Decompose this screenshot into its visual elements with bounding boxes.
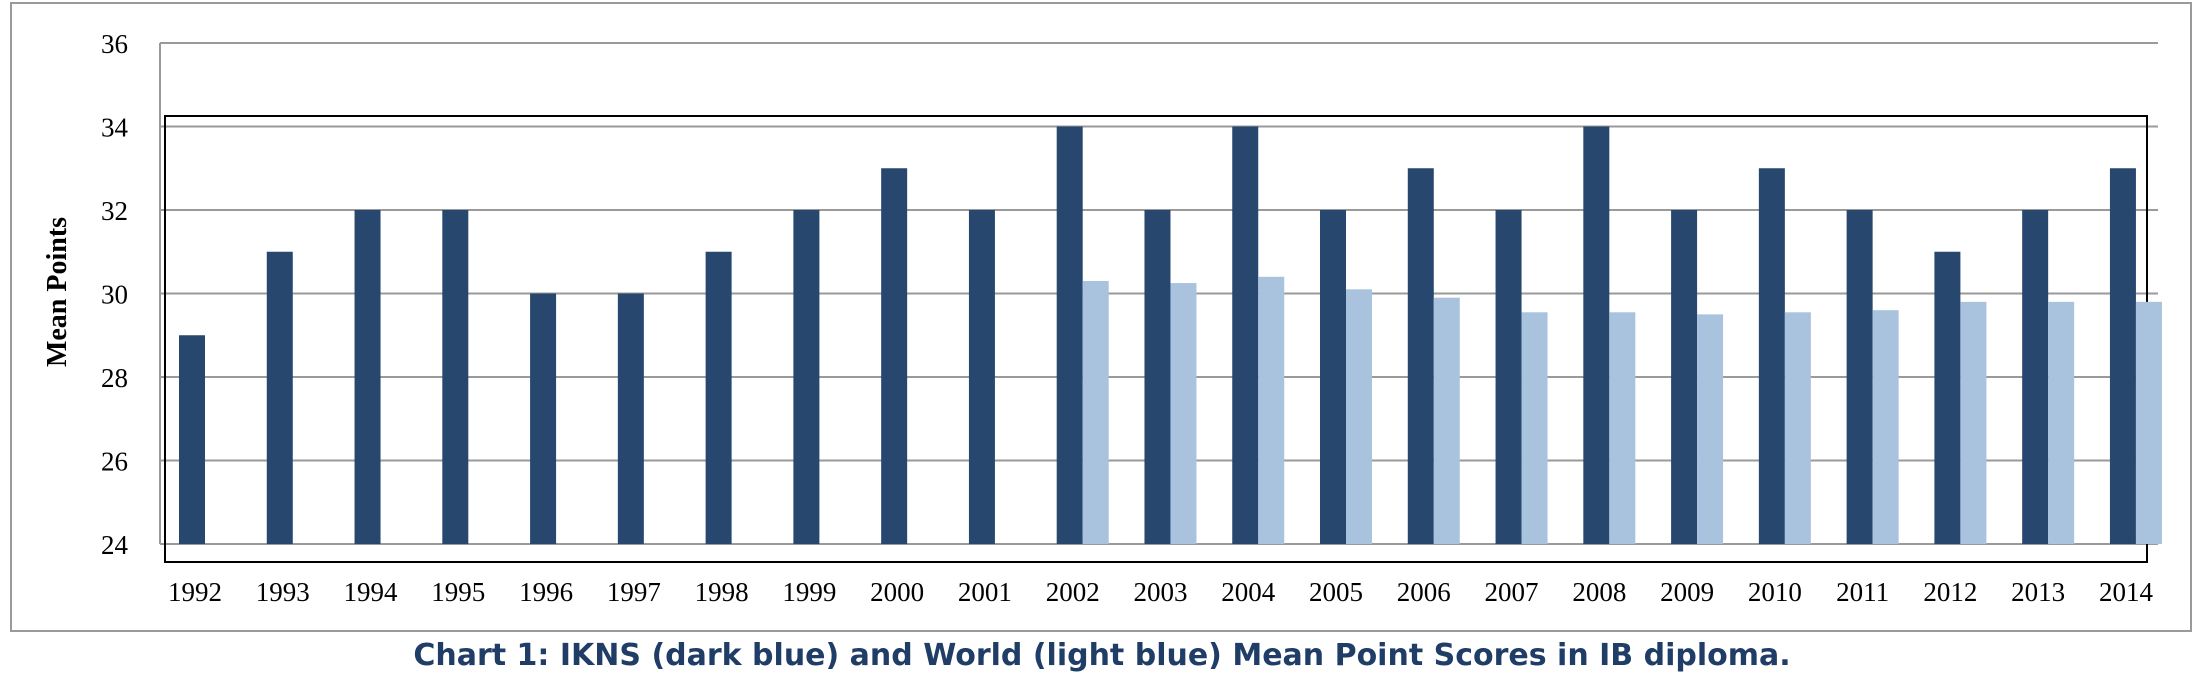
- bar-2006-series-1: [1407, 168, 1434, 544]
- x-tick-label: 1993: [256, 577, 310, 607]
- bar-1999-series-1: [793, 210, 820, 544]
- x-tick-label: 2013: [2011, 577, 2065, 607]
- bar-2014-series-2: [2135, 301, 2162, 544]
- x-tick-label: 2014: [2099, 577, 2154, 607]
- bar-2002-series-2: [1082, 280, 1109, 544]
- y-tick-label: 32: [101, 196, 128, 226]
- bar-2010-series-2: [1784, 312, 1811, 544]
- x-tick-label: 2004: [1221, 577, 1276, 607]
- x-tick-label: 2012: [1923, 577, 1977, 607]
- x-tick-label: 2010: [1748, 577, 1802, 607]
- bar-2005-series-2: [1346, 289, 1373, 544]
- bar-2004-series-2: [1258, 276, 1285, 544]
- y-tick-label: 30: [101, 280, 128, 310]
- bar-2001-series-1: [968, 210, 995, 544]
- x-tick-label: 2001: [958, 577, 1012, 607]
- x-axis-ticks: 1992 1993 1994 1995 1996 1997 1998 1999 2000 2001…: [168, 577, 2153, 607]
- x-tick-label: 2009: [1660, 577, 1714, 607]
- y-tick-label: 36: [101, 29, 128, 59]
- bar-2005-series-1: [1320, 210, 1347, 544]
- y-axis-ticks: 24 26 28 30 32 34 36: [101, 29, 129, 560]
- bar-2006-series-2: [1433, 297, 1460, 544]
- bar-1994-series-1: [354, 210, 381, 544]
- bars: [179, 126, 2162, 544]
- bar-1997-series-1: [617, 293, 644, 544]
- chart-caption: Chart 1: IKNS (dark blue) and World (lig…: [413, 638, 1791, 673]
- x-tick-label: 1994: [344, 577, 399, 607]
- x-tick-label: 1996: [519, 577, 573, 607]
- bar-2008-series-2: [1609, 312, 1636, 544]
- x-tick-label: 2005: [1309, 577, 1363, 607]
- bar-1993-series-1: [266, 251, 293, 544]
- x-tick-label: 1999: [782, 577, 836, 607]
- bar-2014-series-1: [2109, 168, 2136, 544]
- x-tick-label: 2007: [1485, 577, 1539, 607]
- bar-2002-series-1: [1056, 126, 1083, 544]
- bar-1996-series-1: [530, 293, 557, 544]
- bar-2007-series-2: [1521, 312, 1548, 544]
- bar-2009-series-2: [1697, 314, 1724, 544]
- x-tick-label: 2000: [870, 577, 924, 607]
- bar-2010-series-1: [1758, 168, 1785, 544]
- bar-1995-series-1: [442, 210, 469, 544]
- x-tick-label: 2006: [1397, 577, 1451, 607]
- y-tick-label: 24: [101, 530, 129, 560]
- x-tick-label: 1998: [695, 577, 749, 607]
- bar-2013-series-1: [2022, 210, 2049, 544]
- bar-2003-series-2: [1170, 283, 1197, 544]
- x-tick-label: 2011: [1836, 577, 1889, 607]
- y-tick-label: 26: [101, 447, 128, 477]
- bar-2012-series-2: [1960, 301, 1987, 544]
- x-tick-label: 1997: [607, 577, 661, 607]
- bar-2000-series-1: [881, 168, 908, 544]
- x-tick-label: 2008: [1572, 577, 1626, 607]
- x-tick-label: 2003: [1133, 577, 1187, 607]
- bar-2004-series-1: [1232, 126, 1259, 544]
- bar-2011-series-2: [1872, 310, 1899, 544]
- x-tick-label: 2002: [1046, 577, 1100, 607]
- bar-2009-series-1: [1671, 210, 1698, 544]
- bar-1998-series-1: [705, 251, 732, 544]
- y-tick-label: 28: [101, 363, 128, 393]
- bar-2007-series-1: [1495, 210, 1522, 544]
- bar-2013-series-2: [2048, 301, 2075, 544]
- bar-2003-series-1: [1144, 210, 1171, 544]
- y-axis-title: Mean Points: [42, 217, 73, 367]
- x-tick-label: 1995: [431, 577, 485, 607]
- bar-2008-series-1: [1583, 126, 1610, 544]
- bar-2012-series-1: [1934, 251, 1961, 544]
- y-tick-label: 34: [101, 113, 129, 143]
- bar-1992-series-1: [179, 335, 205, 544]
- bar-2011-series-1: [1846, 210, 1873, 544]
- x-tick-label: 1992: [168, 577, 222, 607]
